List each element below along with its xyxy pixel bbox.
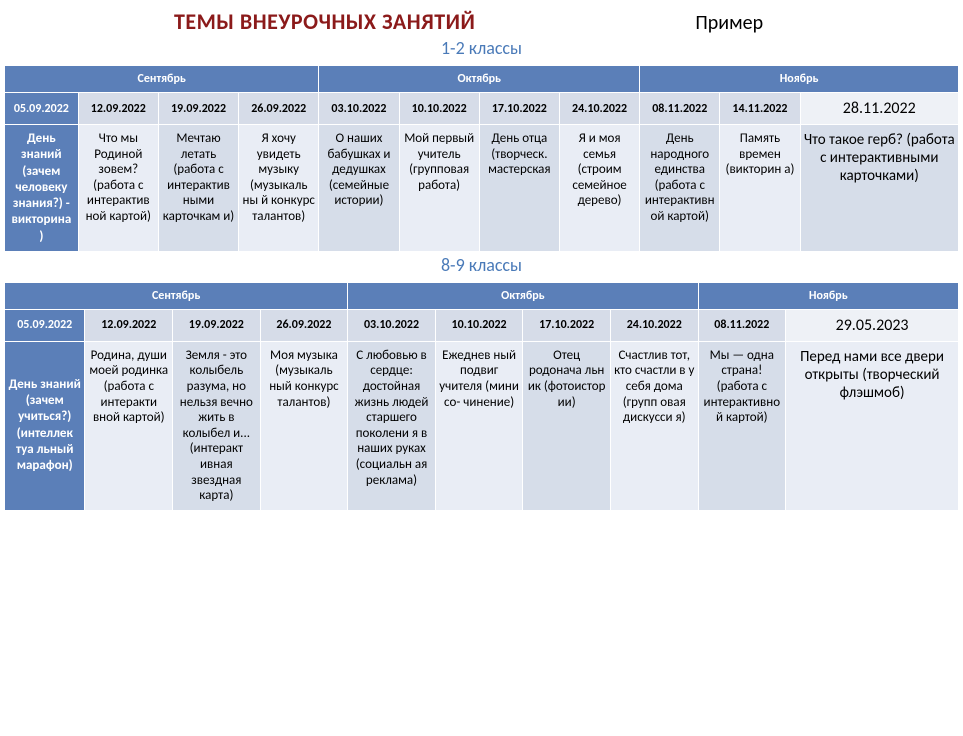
date-cell: 05.09.2022: [5, 309, 85, 341]
date-cell: 24.10.2022: [559, 93, 639, 125]
topic-cell: Счастлив тот, кто счастли в у себя дома …: [610, 341, 698, 510]
topic-cell: С любовью в сердце: достойная жизнь люде…: [348, 341, 436, 510]
date-cell: 26.09.2022: [260, 309, 348, 341]
schedule-table: СентябрьОктябрьНоябрь 05.09.202212.09.202…: [4, 65, 959, 252]
date-cell: 12.09.2022: [85, 309, 173, 341]
date-cell: 24.10.2022: [610, 309, 698, 341]
grade-subtitle: 8-9 классы: [4, 254, 959, 276]
date-cell: 26.09.2022: [239, 93, 319, 125]
grade-subtitle: 1-2 классы: [4, 37, 959, 59]
date-cell: 29.05.2023: [786, 309, 959, 341]
topic-cell: Я хочу увидеть музыку (музыкаль ны й кон…: [239, 125, 319, 252]
date-cell: 14.11.2022: [720, 93, 800, 125]
date-cell: 03.10.2022: [348, 309, 436, 341]
month-header: Ноябрь: [640, 66, 959, 93]
date-cell: 28.11.2022: [800, 93, 958, 125]
month-header: Октябрь: [348, 282, 698, 309]
date-cell: 08.11.2022: [640, 93, 720, 125]
month-header: Октябрь: [319, 66, 640, 93]
tables-container: 1-2 классыСентябрьОктябрьНоябрь05.09.202…: [4, 37, 959, 511]
topic-cell: Отец родонача льн ик (фотоистор ии): [523, 341, 611, 510]
month-header: Сентябрь: [5, 282, 348, 309]
example-label: Пример: [695, 11, 763, 35]
topic-cell: Моя музыка (музыкаль ный конкурс таланто…: [260, 341, 348, 510]
topic-cell: Я и моя семья (строим семейное дерево): [559, 125, 639, 252]
topic-cell: Перед нами все двери открыты (творческий…: [786, 341, 959, 510]
date-cell: 08.11.2022: [698, 309, 786, 341]
topic-cell: Мы — одна страна! (работа с интерактивно…: [698, 341, 786, 510]
date-cell: 17.10.2022: [523, 309, 611, 341]
row-header: День знаний (зачем учиться?) (интеллек т…: [5, 341, 85, 510]
schedule-table: СентябрьОктябрьНоябрь 05.09.202212.09.202…: [4, 282, 959, 511]
date-cell: 12.09.2022: [78, 93, 158, 125]
topic-cell: Земля - это колыбель разума, но нельзя в…: [173, 341, 261, 510]
topic-cell: Мой первый учитель (групповая работа): [399, 125, 479, 252]
date-cell: 19.09.2022: [158, 93, 238, 125]
month-header: Ноябрь: [698, 282, 958, 309]
topic-cell: День отца (творческ. мастерская: [479, 125, 559, 252]
date-cell: 10.10.2022: [435, 309, 523, 341]
date-cell: 03.10.2022: [319, 93, 399, 125]
topic-cell: Ежеднев ный подвиг учителя (мини со- чин…: [435, 341, 523, 510]
month-header: Сентябрь: [5, 66, 319, 93]
topic-cell: О наших бабушках и дедушках (семейные ис…: [319, 125, 399, 252]
page-title: ТЕМЫ ВНЕУРОЧНЫХ ЗАНЯТИЙ: [174, 8, 475, 35]
topic-cell: Мечтаю летать (работа с интерактив ными …: [158, 125, 238, 252]
topic-cell: День народного единства (работа с интера…: [640, 125, 720, 252]
topic-cell: Память времен (викторин а): [720, 125, 800, 252]
topic-cell: Что мы Родиной зовем? (работа с интеракт…: [78, 125, 158, 252]
date-cell: 10.10.2022: [399, 93, 479, 125]
date-cell: 19.09.2022: [173, 309, 261, 341]
date-cell: 17.10.2022: [479, 93, 559, 125]
date-cell: 05.09.2022: [5, 93, 79, 125]
row-header: День знаний (зачем человеку знания?) - в…: [5, 125, 79, 252]
topic-cell: Что такое герб? (работа с интерактивными…: [800, 125, 958, 252]
topic-cell: Родина, души моей родинка (работа с инте…: [85, 341, 173, 510]
